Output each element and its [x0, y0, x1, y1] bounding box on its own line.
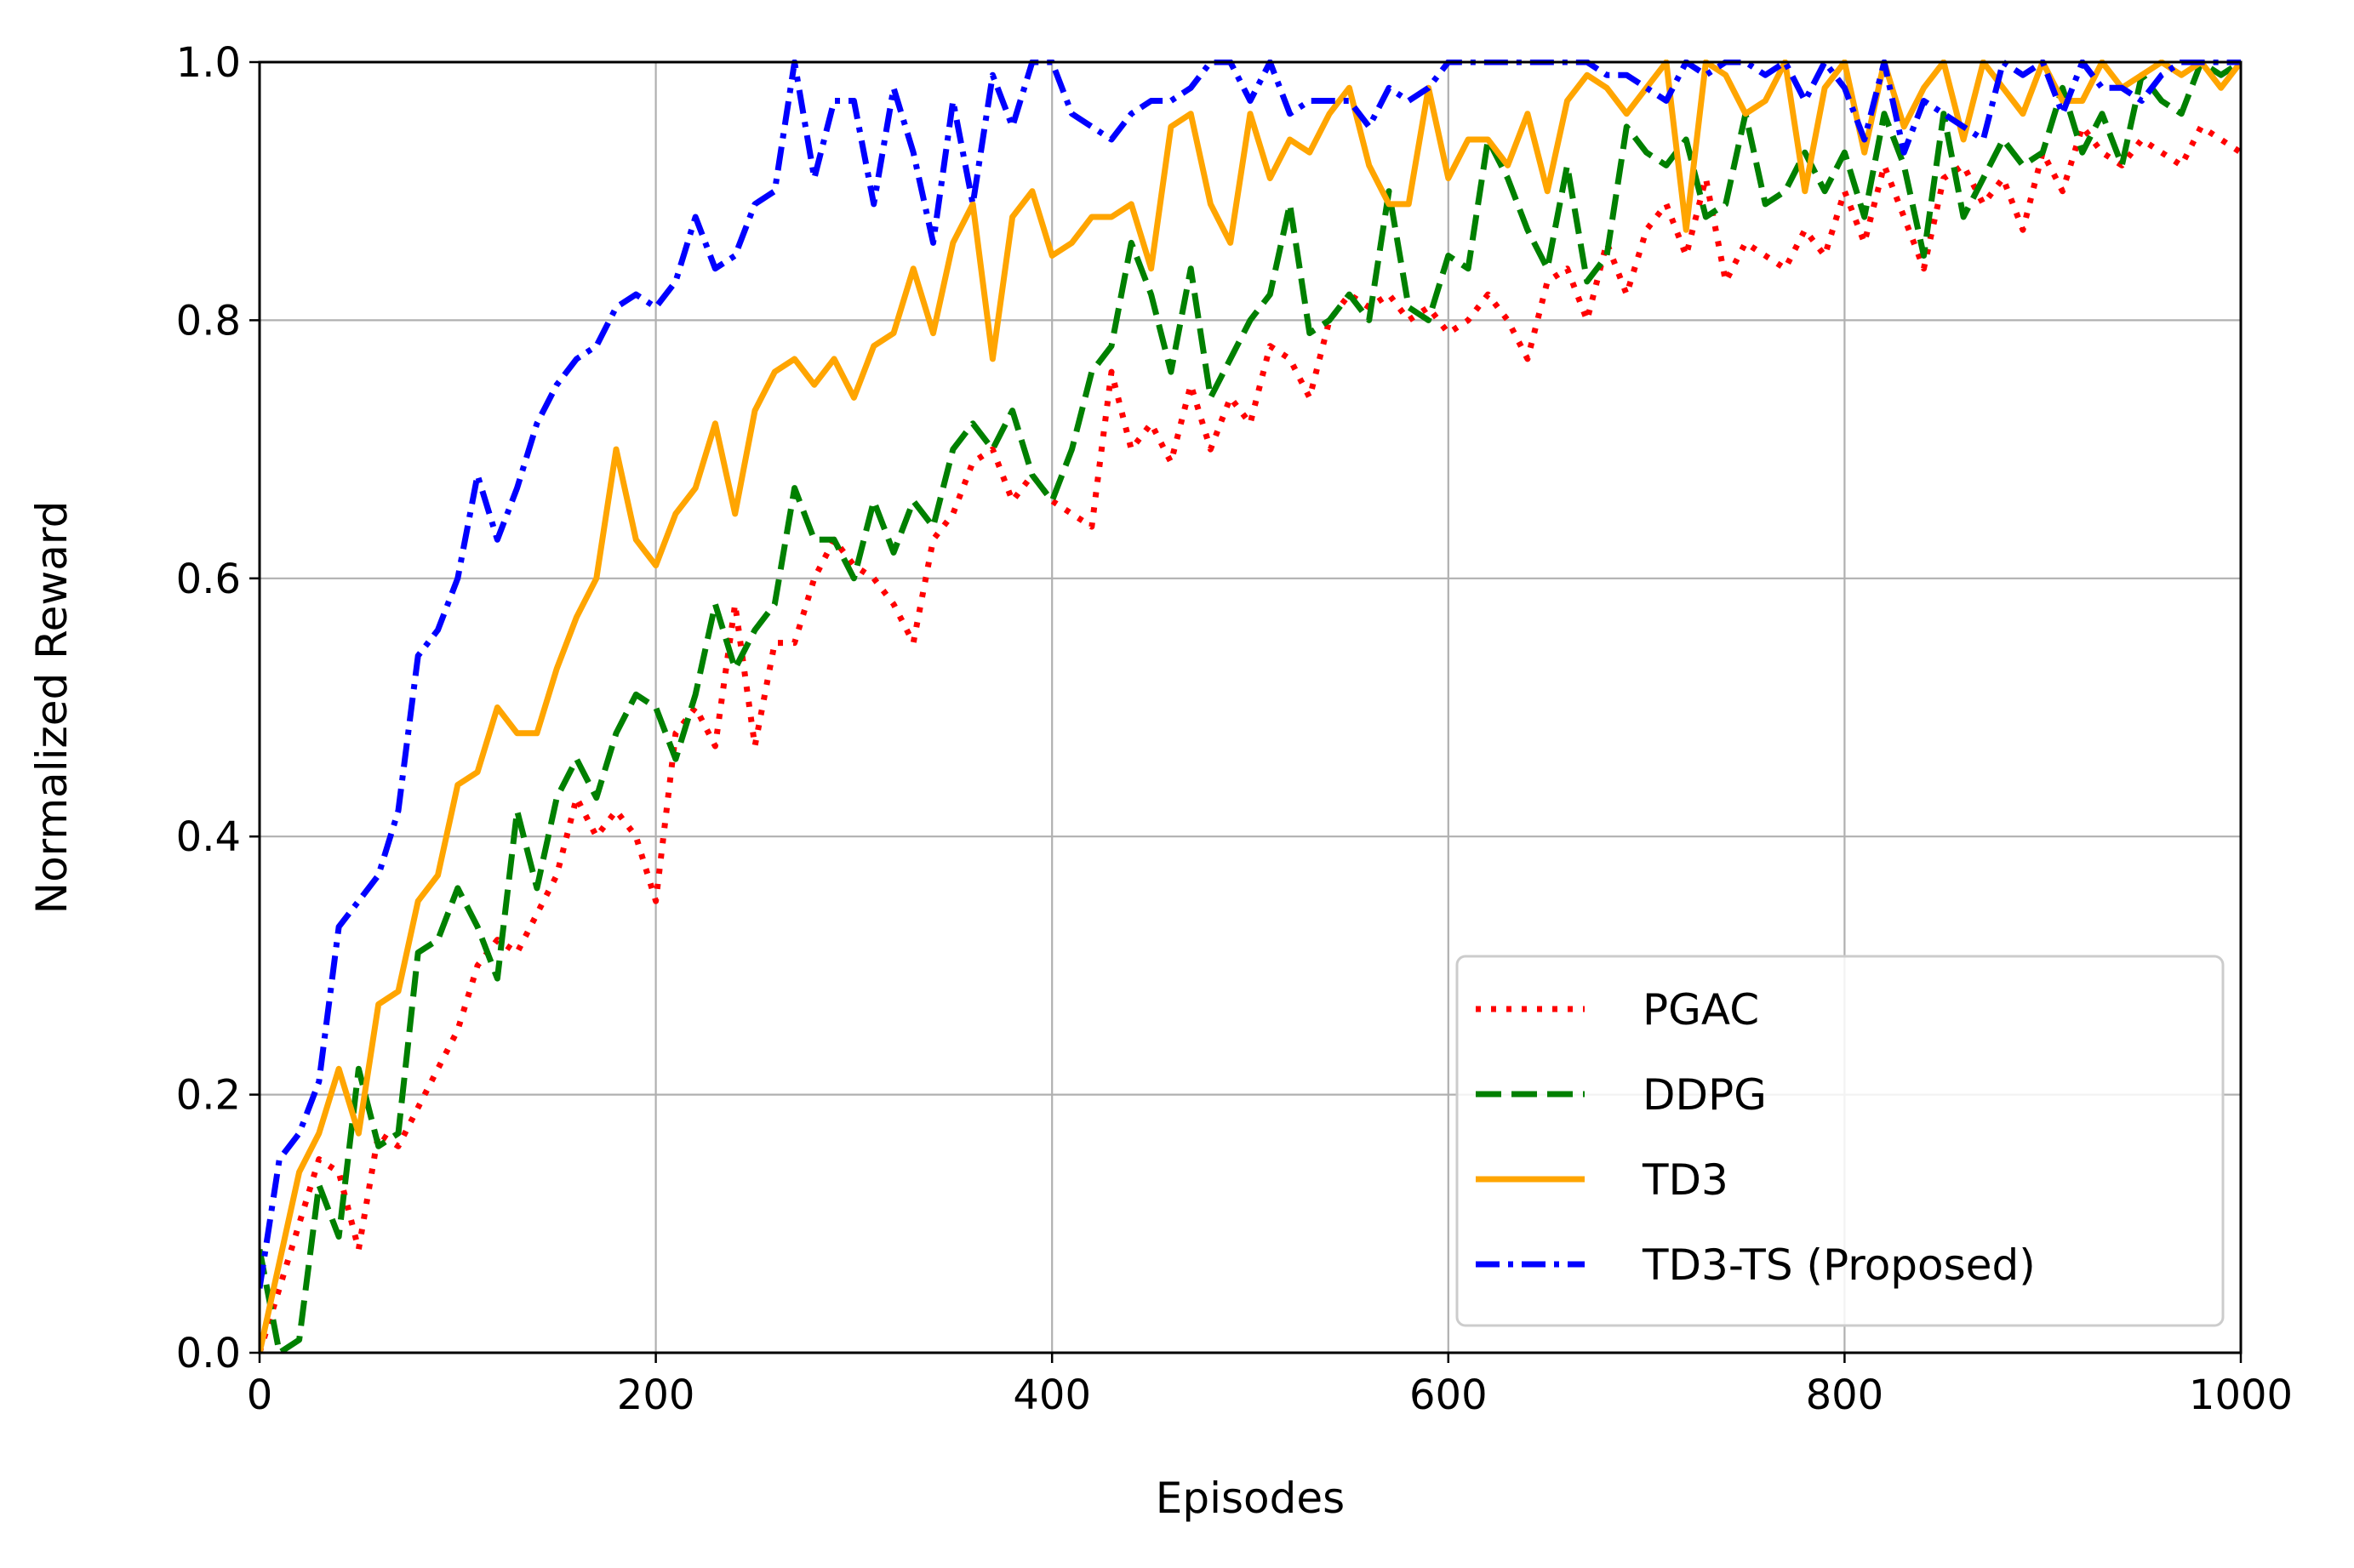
legend-label: DDPG [1643, 1070, 1767, 1120]
y-tick-label: 0.0 [176, 1330, 241, 1377]
axes-frame [258, 60, 2243, 1354]
x-axis-title: Episodes [1156, 1474, 1345, 1523]
legend-box [1455, 955, 2225, 1327]
y-tick-label: 0.8 [176, 297, 241, 345]
x-tick-label: 200 [617, 1371, 695, 1419]
x-tick-label: 800 [1806, 1371, 1884, 1419]
x-tick-label: 1000 [2189, 1371, 2293, 1419]
x-tick-label: 0 [247, 1371, 273, 1419]
legend: PGAC DDPG TD3 TD3-TS (Proposed) [1455, 955, 2225, 1327]
y-tick-label: 1.0 [176, 39, 241, 87]
legend-label: PGAC [1643, 985, 1759, 1035]
legend-label: TD3 [1642, 1155, 1728, 1205]
series-line-td3 [260, 60, 2241, 1354]
y-axis-title: Normalized Reward [27, 501, 77, 915]
axis-ticks: 0 200 400 600 800 1000 0.0 0.2 0.4 0.6 0.8 1.0 [176, 39, 2293, 1419]
series-line-td3-ts-proposed [260, 60, 2241, 1289]
x-tick-label: 400 [1013, 1371, 1091, 1419]
y-tick-label: 0.2 [176, 1072, 241, 1120]
plot-area [260, 60, 2241, 1355]
y-tick-label: 0.4 [176, 813, 241, 861]
legend-label: TD3-TS (Proposed) [1642, 1240, 2036, 1290]
series-line-ddpg [260, 60, 2241, 1355]
y-tick-label: 0.6 [176, 556, 241, 603]
x-tick-label: 600 [1409, 1371, 1488, 1419]
